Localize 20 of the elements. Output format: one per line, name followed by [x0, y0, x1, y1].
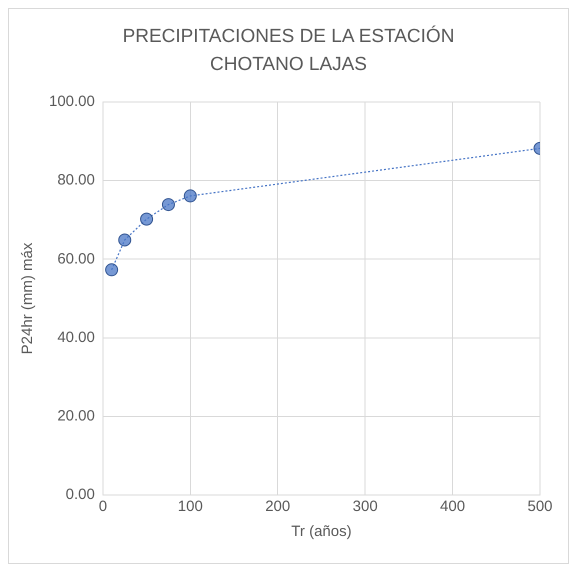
y-tick-label: 0.00 [66, 486, 95, 504]
x-tick-label: 0 [98, 498, 108, 516]
point [140, 212, 154, 226]
point [105, 263, 118, 276]
y-tick-label: 40.00 [57, 328, 95, 346]
y-tick-label: 20.00 [57, 408, 95, 425]
point [162, 198, 175, 212]
y-tick-label: 60.00 [57, 250, 95, 268]
y-axis-title: P24hr (mm) máx [19, 242, 36, 354]
x-tick-label: 500 [527, 498, 553, 516]
x-tick-label: 400 [440, 498, 466, 516]
x-tick-label: 300 [352, 498, 378, 516]
y-tick-label: 80.00 [57, 172, 95, 189]
point [118, 233, 132, 246]
x-tick-label: 200 [265, 498, 290, 516]
y-tick-label: 100.00 [48, 93, 95, 110]
point [184, 189, 197, 202]
x-axis-title: Tr (años) [291, 523, 352, 540]
chart-title: PRECIPITACIONES DE LA ESTACIÓN CHOTANO LAJAS [122, 24, 456, 77]
x-tick-label: 100 [178, 498, 203, 516]
